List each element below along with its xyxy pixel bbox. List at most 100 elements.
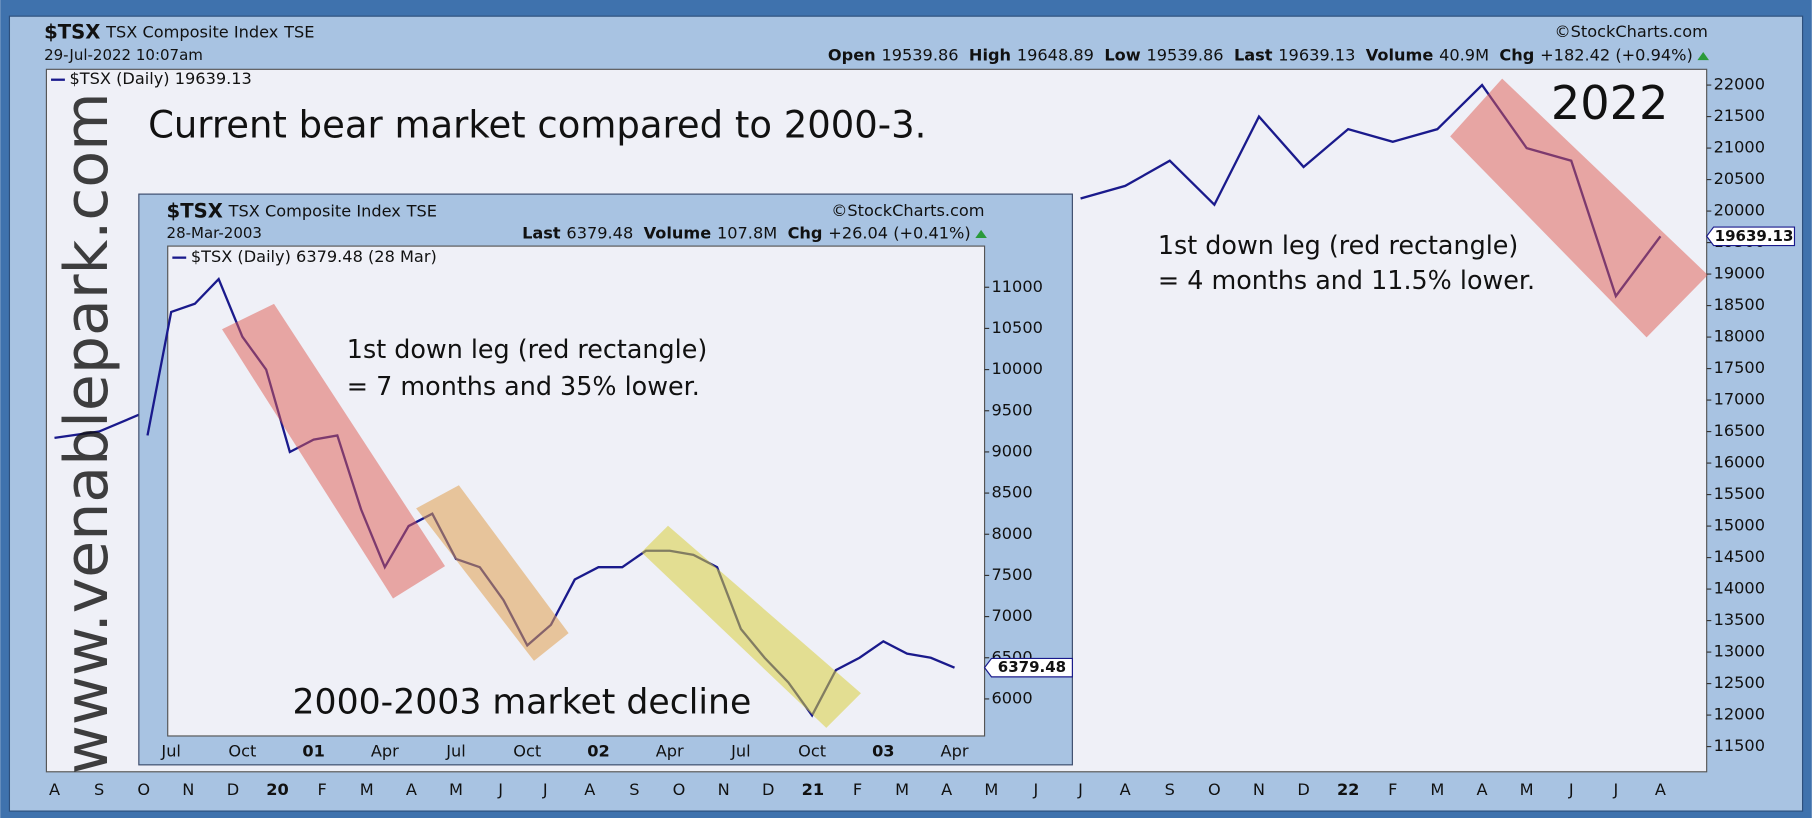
- y-tick-label: 11500: [1714, 736, 1765, 755]
- y-tick-label: 6000: [991, 688, 1032, 707]
- y-tick-label: 18000: [1714, 327, 1765, 346]
- x-tick-label: S: [1165, 780, 1175, 799]
- quote-label: Chg: [788, 223, 823, 242]
- quote-label: Open: [828, 45, 876, 64]
- y-tick-label: 19000: [1714, 264, 1765, 283]
- y-tick-label: 8000: [991, 524, 1032, 543]
- x-tick-label: N: [718, 780, 730, 799]
- x-tick-label: 20: [266, 780, 288, 799]
- quote-value: 19639.13: [1278, 45, 1355, 64]
- x-tick-label: M: [984, 780, 998, 799]
- x-tick-label: A: [1655, 780, 1666, 799]
- y-tick-label: 14000: [1714, 579, 1765, 598]
- quote-value: +26.04 (+0.41%): [828, 223, 970, 242]
- x-tick-label: A: [1476, 780, 1487, 799]
- x-tick-label: A: [49, 780, 60, 799]
- x-tick-label: 21: [802, 780, 824, 799]
- x-tick-label: F: [318, 780, 327, 799]
- highlight-rect: [1450, 78, 1708, 338]
- x-tick-label: D: [1297, 780, 1309, 799]
- x-tick-label: Apr: [941, 742, 969, 761]
- last-tag-box: [983, 657, 1073, 678]
- x-tick-label: J: [1033, 780, 1039, 799]
- x-tick-label: F: [1388, 780, 1397, 799]
- chart-header: $TSX TSX Composite Index TSE: [167, 199, 437, 222]
- x-tick-label: Oct: [513, 742, 541, 761]
- quote: Open 19539.86 High 19648.89 Low 19539.86 Last 1…: [828, 45, 1693, 64]
- y-tick-label: 10000: [991, 359, 1042, 378]
- legend-label: $TSX (Daily) 19639.13: [70, 69, 252, 88]
- y-tick-label: 15000: [1714, 516, 1765, 535]
- index-name: TSX Composite Index: [105, 22, 279, 41]
- x-tick-label: 02: [587, 742, 609, 761]
- watermark: www.venablepark.com: [52, 92, 122, 774]
- x-tick-label: M: [449, 780, 463, 799]
- y-tick-label: 11000: [991, 277, 1042, 296]
- x-tick-label: O: [673, 780, 686, 799]
- up-arrow: [1697, 51, 1709, 61]
- chart-date: 28-Mar-2003: [167, 224, 262, 242]
- y-tick-label: 16500: [1714, 421, 1765, 440]
- annotation: 1st down leg (red rectangle): [1158, 230, 1518, 260]
- y-tick-label: 17000: [1714, 390, 1765, 409]
- inset-plot: [167, 245, 986, 737]
- x-tick-label: J: [1612, 780, 1618, 799]
- last-tag: 19639.13: [1715, 227, 1794, 245]
- x-tick-label: Oct: [798, 742, 826, 761]
- y-tick-label: 21000: [1714, 138, 1765, 157]
- symbol: $TSX: [167, 199, 223, 222]
- x-tick-label: J: [1568, 780, 1574, 799]
- quote-value: 19539.86: [881, 45, 958, 64]
- y-tick-label: 13000: [1714, 642, 1765, 661]
- x-tick-label: S: [629, 780, 639, 799]
- x-tick-label: Oct: [228, 742, 256, 761]
- y-tick-label: 14500: [1714, 547, 1765, 566]
- x-tick-label: 03: [872, 742, 894, 761]
- inset-over: $TSX TSX Composite Index TSE 28-Mar-2003 ©St…: [160, 199, 1073, 761]
- y-tick-label: 7500: [991, 565, 1032, 584]
- annotation: = 7 months and 35% lower.: [347, 371, 700, 401]
- quote-value: 19648.89: [1017, 45, 1094, 64]
- x-tick-label: Jul: [160, 742, 180, 761]
- x-tick-label: J: [1077, 780, 1083, 799]
- x-tick-label: A: [941, 780, 952, 799]
- highlight-rect: [416, 485, 569, 661]
- y-tick-label: 8500: [991, 483, 1032, 502]
- y-tick-label: 20500: [1714, 169, 1765, 188]
- x-tick-label: 22: [1337, 780, 1359, 799]
- quote: Last 6379.48 Volume 107.8M Chg +26.04 (+0.41%…: [522, 223, 971, 242]
- x-tick-label: S: [94, 780, 104, 799]
- quote-value: +182.42 (+0.94%): [1540, 45, 1693, 64]
- x-tick-label: M: [895, 780, 909, 799]
- source: ©StockCharts.com: [831, 201, 984, 220]
- symbol: $TSX: [44, 20, 100, 43]
- quote-value: 6379.48: [566, 223, 633, 242]
- x-tick-label: O: [137, 780, 150, 799]
- y-tick-label: 9500: [991, 400, 1032, 419]
- chart-date: 29-Jul-2022 10:07am: [44, 46, 203, 64]
- last-tag: 6379.48: [998, 658, 1066, 676]
- y-tick-label: 17500: [1714, 358, 1765, 377]
- exchange: TSE: [406, 201, 437, 220]
- x-tick-label: M: [1520, 780, 1534, 799]
- quote-value: 107.8M: [717, 223, 777, 242]
- quote-label: Chg: [1499, 45, 1534, 64]
- legend-label: $TSX (Daily) 6379.48 (28 Mar): [191, 247, 437, 266]
- highlight-rect: [222, 303, 446, 599]
- x-tick-label: J: [542, 780, 548, 799]
- x-tick-label: N: [1253, 780, 1265, 799]
- y-tick-label: 15500: [1714, 484, 1765, 503]
- chart-title: Current bear market compared to 2000-3.: [148, 104, 926, 147]
- y-tick-label: 12500: [1714, 673, 1765, 692]
- chart-header: $TSX TSX Composite Index TSE: [44, 20, 314, 43]
- quote-label: Last: [522, 223, 561, 242]
- source: ©StockCharts.com: [1554, 22, 1707, 41]
- highlight-rect: [641, 525, 861, 728]
- x-tick-label: M: [360, 780, 374, 799]
- quote-value: 19539.86: [1146, 45, 1223, 64]
- y-tick-label: 18500: [1714, 295, 1765, 314]
- annotation: 1st down leg (red rectangle): [347, 334, 707, 364]
- up-arrow: [975, 229, 987, 239]
- x-tick-label: Apr: [371, 742, 399, 761]
